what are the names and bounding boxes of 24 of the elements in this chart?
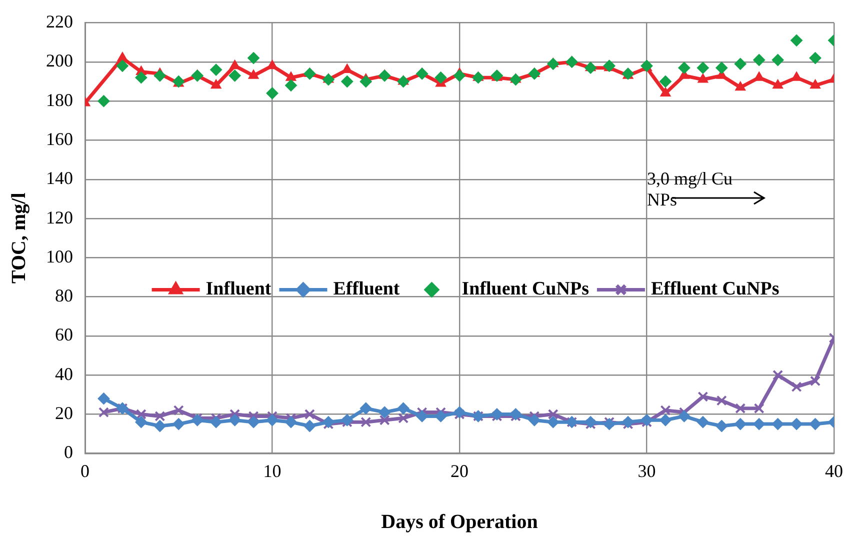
y-tick-label: 120 <box>46 207 73 228</box>
legend-label: Influent CuNPs <box>462 278 589 300</box>
y-tick-label: 140 <box>46 168 73 188</box>
y-tick-label: 80 <box>55 286 73 306</box>
y-tick-label: 0 <box>64 442 73 462</box>
y-tick-label: 40 <box>55 364 73 384</box>
annotation: 3,0 mg/l Cu NPs <box>647 168 733 210</box>
legend-label: Effluent CuNPs <box>650 278 780 300</box>
x-tick-label: 40 <box>825 460 843 481</box>
y-tick-label: 160 <box>46 128 73 149</box>
y-tick-label: 220 <box>46 12 73 32</box>
y-tick-label: 20 <box>55 402 73 423</box>
y-tick-label: 60 <box>55 324 73 345</box>
legend-label: Influent <box>206 278 272 300</box>
y-tick-label: 100 <box>46 246 73 266</box>
legend-label: Effluent <box>333 278 400 300</box>
x-tick-label: 0 <box>80 460 90 481</box>
y-axis-title: TOC, mg/l <box>8 192 30 284</box>
y-tick-label: 180 <box>46 90 73 110</box>
y-tick-label: 200 <box>46 50 73 71</box>
x-axis-title: Days of Operation <box>381 511 538 534</box>
x-tick-label: 20 <box>450 460 468 481</box>
x-tick-label: 10 <box>263 460 282 481</box>
x-tick-label: 30 <box>638 460 656 481</box>
